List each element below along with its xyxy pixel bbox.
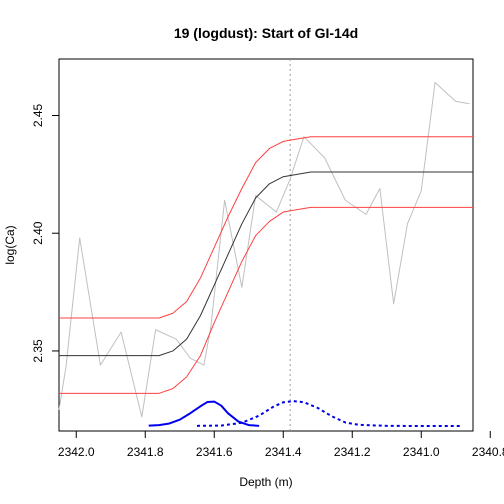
series-observations xyxy=(58,82,470,418)
x-tick-label: 2342.0 xyxy=(58,445,95,459)
series-fit xyxy=(59,171,473,357)
x-tick-label: 2341.8 xyxy=(127,445,164,459)
x-tick-label: 2341.6 xyxy=(196,445,233,459)
y-axis-label: log(Ca) xyxy=(3,225,17,264)
y-tick-label: 2.45 xyxy=(31,104,45,128)
x-axis-label: Depth (m) xyxy=(239,475,292,489)
series-upper-band xyxy=(59,136,473,319)
plot-frame xyxy=(58,58,474,432)
series-density-dotted xyxy=(196,400,463,428)
x-tick-label: 2340.8 xyxy=(472,445,504,459)
chart-title: 19 (logdust): Start of GI-14d xyxy=(174,25,358,41)
x-tick-label: 2341.4 xyxy=(265,445,302,459)
x-tick-label: 2341.0 xyxy=(403,445,440,459)
axes-layer: 2342.0 2341.8 2341.6 2341.4 2341.2 2341.0 2340… xyxy=(31,104,504,459)
y-tick-label: 2.35 xyxy=(31,339,45,363)
plot-layer xyxy=(58,59,473,431)
y-tick-label: 2.40 xyxy=(31,221,45,245)
series-lower-band xyxy=(59,206,473,394)
x-tick-label: 2341.2 xyxy=(334,445,371,459)
series-density-solid xyxy=(148,400,260,427)
